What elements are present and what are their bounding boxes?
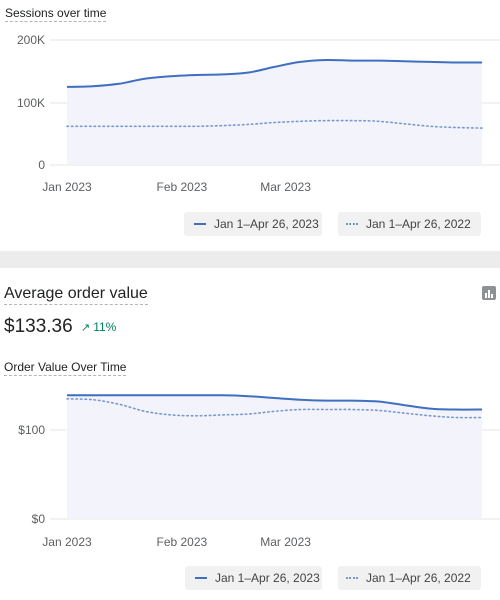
solid-line-icon bbox=[194, 223, 206, 225]
legend-current-period[interactable]: Jan 1–Apr 26, 2023 bbox=[184, 212, 322, 236]
solid-line-icon bbox=[195, 577, 207, 579]
dotted-line-icon bbox=[346, 223, 358, 225]
sessions-line-chart: 200K 100K 0 Jan 2023 Feb 2023 Mar 2023 bbox=[17, 33, 500, 194]
y-tick-label: $100 bbox=[18, 423, 45, 437]
y-tick-label: 0 bbox=[38, 158, 45, 172]
y-tick-label: 200K bbox=[17, 33, 45, 47]
dotted-line-icon bbox=[346, 577, 358, 579]
x-tick-label: Mar 2023 bbox=[260, 180, 311, 194]
arrow-up-right-icon: ↗ bbox=[81, 321, 91, 334]
x-tick-label: Feb 2023 bbox=[157, 535, 208, 549]
series-line-current bbox=[66, 394, 483, 411]
aov-card-title[interactable]: Average order value bbox=[4, 284, 148, 305]
legend-current-label: Jan 1–Apr 26, 2023 bbox=[215, 571, 320, 585]
x-tick-label: Jan 2023 bbox=[42, 180, 92, 194]
bar-chart-icon[interactable] bbox=[482, 286, 496, 300]
legend-current-label: Jan 1–Apr 26, 2023 bbox=[214, 217, 319, 231]
series-line-previous bbox=[66, 398, 483, 419]
series-area-fill bbox=[67, 59, 482, 165]
series-line-previous bbox=[66, 119, 483, 129]
order-value-line-chart: $100 $0 Jan 2023 Feb 2023 Mar 2023 bbox=[18, 394, 500, 549]
x-tick-label: Feb 2023 bbox=[157, 180, 208, 194]
legend-previous-period[interactable]: Jan 1–Apr 26, 2022 bbox=[338, 566, 481, 590]
aov-value: $133.36 bbox=[4, 316, 73, 337]
x-tick-label: Mar 2023 bbox=[260, 535, 311, 549]
legend-previous-label: Jan 1–Apr 26, 2022 bbox=[366, 571, 471, 585]
x-tick-label: Jan 2023 bbox=[42, 535, 92, 549]
series-area-fill bbox=[67, 395, 482, 519]
legend-current-period[interactable]: Jan 1–Apr 26, 2023 bbox=[185, 566, 322, 590]
aov-change-value: 11% bbox=[93, 320, 117, 334]
average-order-value-card: Average order value $133.36 ↗ 11% Order … bbox=[0, 268, 500, 600]
order-value-chart-title[interactable]: Order Value Over Time bbox=[4, 360, 127, 376]
legend-previous-period[interactable]: Jan 1–Apr 26, 2022 bbox=[338, 212, 481, 236]
y-tick-label: $0 bbox=[32, 512, 46, 526]
sessions-card: Sessions over time 200K 100K 0 Jan 2023 Feb … bbox=[0, 0, 500, 251]
series-line-current bbox=[66, 58, 483, 88]
aov-change-badge: ↗ 11% bbox=[81, 320, 116, 334]
legend-previous-label: Jan 1–Apr 26, 2022 bbox=[366, 217, 471, 231]
y-tick-label: 100K bbox=[17, 96, 45, 110]
sessions-chart-title[interactable]: Sessions over time bbox=[5, 6, 107, 22]
